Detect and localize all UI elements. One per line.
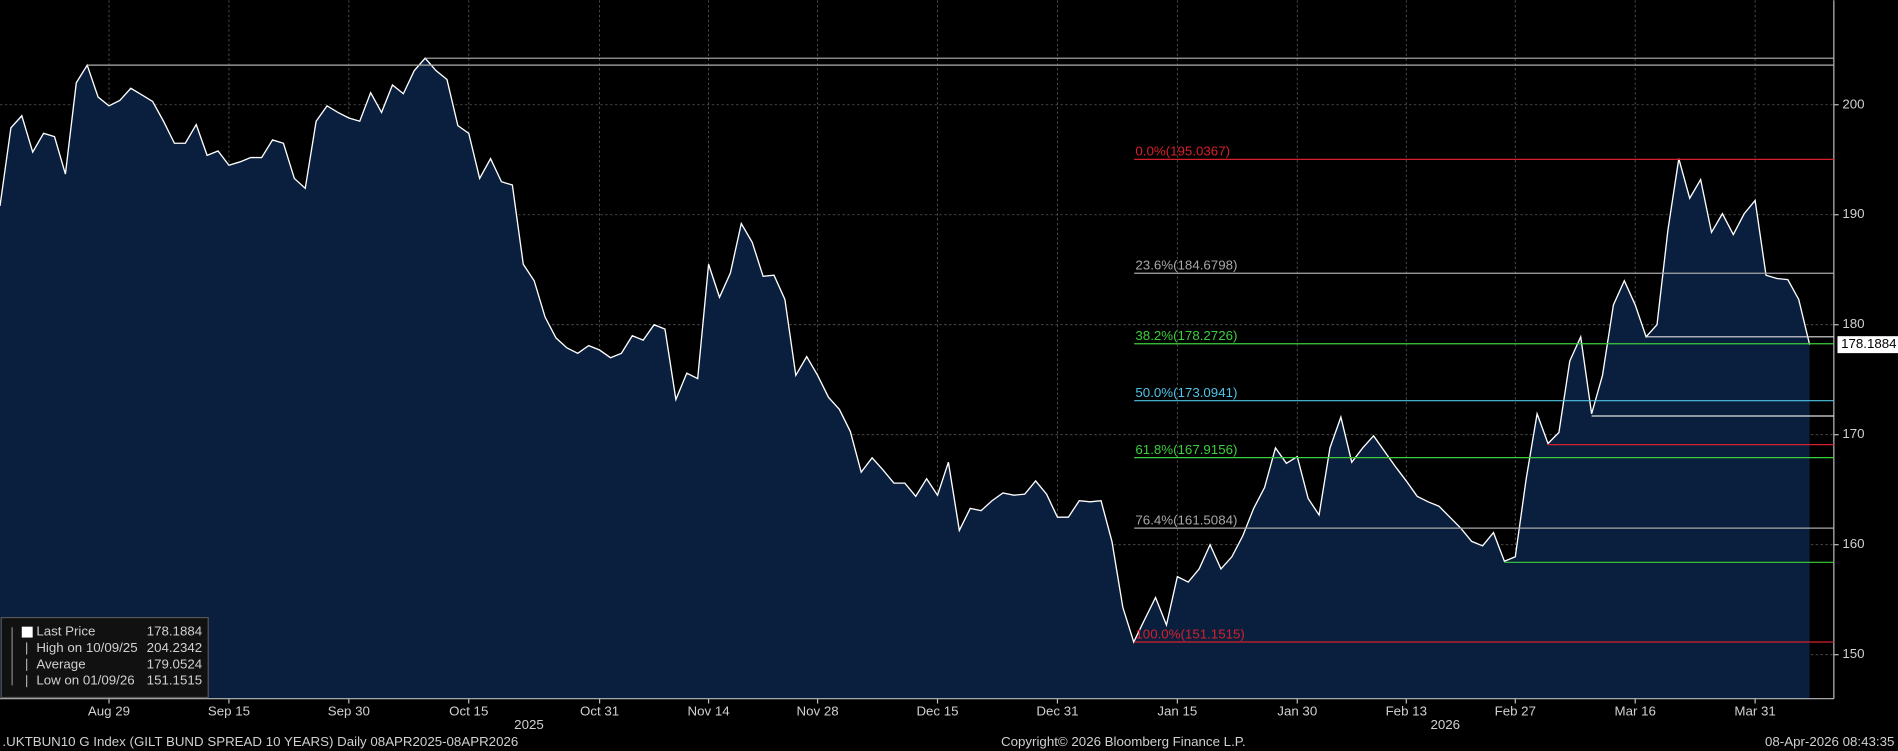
area-fill [0, 58, 1810, 699]
x-tick-label: Dec 15 [916, 704, 958, 719]
x-tick-label: Sep 15 [208, 704, 250, 719]
fib-label: 0.0%(195.0367) [1135, 144, 1230, 159]
y-tick-label: 180 [1842, 316, 1864, 331]
x-tick-label: Nov 28 [797, 704, 839, 719]
legend-box [0, 616, 209, 699]
fib-label: 23.6%(184.6798) [1135, 258, 1237, 273]
price-line [0, 57, 1811, 644]
x-tick-label: Jan 15 [1157, 704, 1197, 719]
footer-left: .UKTBUN10 G Index (GILT BUND SPREAD 10 Y… [2, 734, 518, 749]
year-label: 2025 [514, 717, 544, 732]
footer-center: Copyright© 2026 Bloomberg Finance L.P. [1001, 734, 1246, 749]
fib-label: 50.0%(173.0941) [1135, 385, 1237, 400]
legend-label: Last Price [36, 624, 95, 639]
legend-label: Average [36, 656, 85, 671]
legend-value: 179.0524 [147, 656, 202, 671]
legend-value: 151.1515 [147, 673, 202, 688]
x-tick-label: Mar 31 [1734, 704, 1775, 719]
legend-value: 204.2342 [147, 640, 202, 655]
x-tick-label: Oct 31 [580, 704, 619, 719]
x-tick-label: Feb 27 [1495, 704, 1536, 719]
x-tick-label: Sep 30 [328, 704, 370, 719]
x-tick-label: Feb 13 [1386, 704, 1427, 719]
last-price-tag [1837, 336, 1898, 354]
y-tick-label: 160 [1842, 536, 1864, 551]
y-tick-label: 190 [1842, 206, 1864, 221]
x-tick-label: Jan 30 [1277, 704, 1317, 719]
last-price-label: 178.1884 [1841, 336, 1896, 351]
footer-right: 08-Apr-2026 08:43:35 [1765, 734, 1894, 749]
fib-label: 100.0%(151.1515) [1135, 626, 1244, 641]
x-tick-label: Dec 31 [1036, 704, 1078, 719]
legend-label: High on 10/09/25 [36, 640, 137, 655]
fib-label: 38.2%(178.2726) [1135, 328, 1237, 343]
x-tick-label: Aug 29 [88, 704, 130, 719]
x-tick-label: Oct 15 [449, 704, 488, 719]
y-tick-label: 150 [1842, 646, 1864, 661]
year-label: 2026 [1430, 717, 1460, 732]
y-tick-label: 200 [1842, 96, 1864, 111]
x-tick-label: Nov 14 [688, 704, 730, 719]
fib-label: 61.8%(167.9156) [1135, 442, 1237, 457]
fib-label: 76.4%(161.5084) [1135, 512, 1237, 527]
legend-label: Low on 01/09/26 [36, 673, 134, 688]
y-tick-label: 170 [1842, 426, 1864, 441]
legend-value: 178.1884 [147, 624, 202, 639]
legend-swatch [21, 626, 33, 638]
x-tick-label: Mar 16 [1615, 704, 1656, 719]
